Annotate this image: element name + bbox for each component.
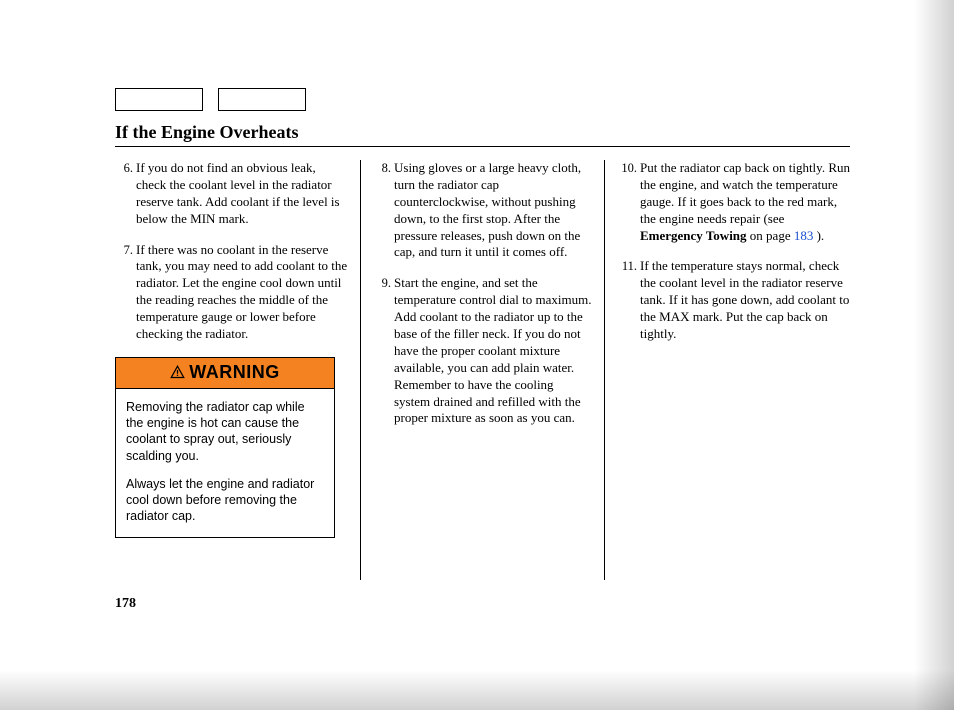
warning-paragraph: Always let the engine and radiator cool … — [126, 476, 324, 525]
placeholder-box — [218, 88, 306, 111]
page-link[interactable]: 183 — [794, 228, 814, 243]
step-number: 11. — [617, 258, 637, 342]
manual-page: If the Engine Overheats 6. If you do not… — [0, 0, 954, 710]
column-1: 6. If you do not find an obvious leak, c… — [115, 160, 360, 580]
warning-header: WARNING — [116, 358, 334, 389]
placeholder-box — [115, 88, 203, 111]
content-columns: 6. If you do not find an obvious leak, c… — [115, 160, 850, 580]
page-title: If the Engine Overheats — [115, 122, 299, 143]
step-text: If there was no coolant in the reserve t… — [136, 242, 348, 343]
step-text: Put the radiator cap back on tightly. Ru… — [640, 160, 850, 244]
step-number: 6. — [115, 160, 133, 228]
bold-reference: Emergency Towing — [640, 228, 747, 243]
step-7: 7. If there was no coolant in the reserv… — [115, 242, 348, 343]
step-text: Start the engine, and set the temperatur… — [394, 275, 592, 427]
step-11: 11. If the temperature stays normal, che… — [617, 258, 850, 342]
header-placeholder-boxes — [115, 88, 306, 111]
text-fragment: Put the radiator cap back on tightly. Ru… — [640, 160, 850, 226]
step-number: 7. — [115, 242, 133, 343]
step-6: 6. If you do not find an obvious leak, c… — [115, 160, 348, 228]
step-8: 8. Using gloves or a large heavy cloth, … — [373, 160, 592, 261]
warning-box: WARNING Removing the radiator cap while … — [115, 357, 335, 538]
text-fragment: ). — [813, 228, 824, 243]
warning-paragraph: Removing the radiator cap while the engi… — [126, 399, 324, 464]
column-3: 10. Put the radiator cap back on tightly… — [605, 160, 850, 580]
warning-triangle-icon — [170, 365, 185, 380]
step-text: Using gloves or a large heavy cloth, tur… — [394, 160, 592, 261]
page-number: 178 — [115, 596, 136, 612]
column-2: 8. Using gloves or a large heavy cloth, … — [360, 160, 605, 580]
step-10: 10. Put the radiator cap back on tightly… — [617, 160, 850, 244]
warning-label-text: WARNING — [189, 361, 280, 384]
page-shadow-bottom — [0, 670, 954, 710]
warning-body: Removing the radiator cap while the engi… — [116, 389, 334, 537]
warning-label: WARNING — [170, 361, 280, 384]
step-text: If the temperature stays normal, check t… — [640, 258, 850, 342]
step-9: 9. Start the engine, and set the tempera… — [373, 275, 592, 427]
step-number: 9. — [373, 275, 391, 427]
title-rule — [115, 146, 850, 147]
page-shadow-right — [914, 0, 954, 710]
step-number: 10. — [617, 160, 637, 244]
step-text: If you do not find an obvious leak, chec… — [136, 160, 348, 228]
step-number: 8. — [373, 160, 391, 261]
text-fragment: on page — [747, 228, 794, 243]
